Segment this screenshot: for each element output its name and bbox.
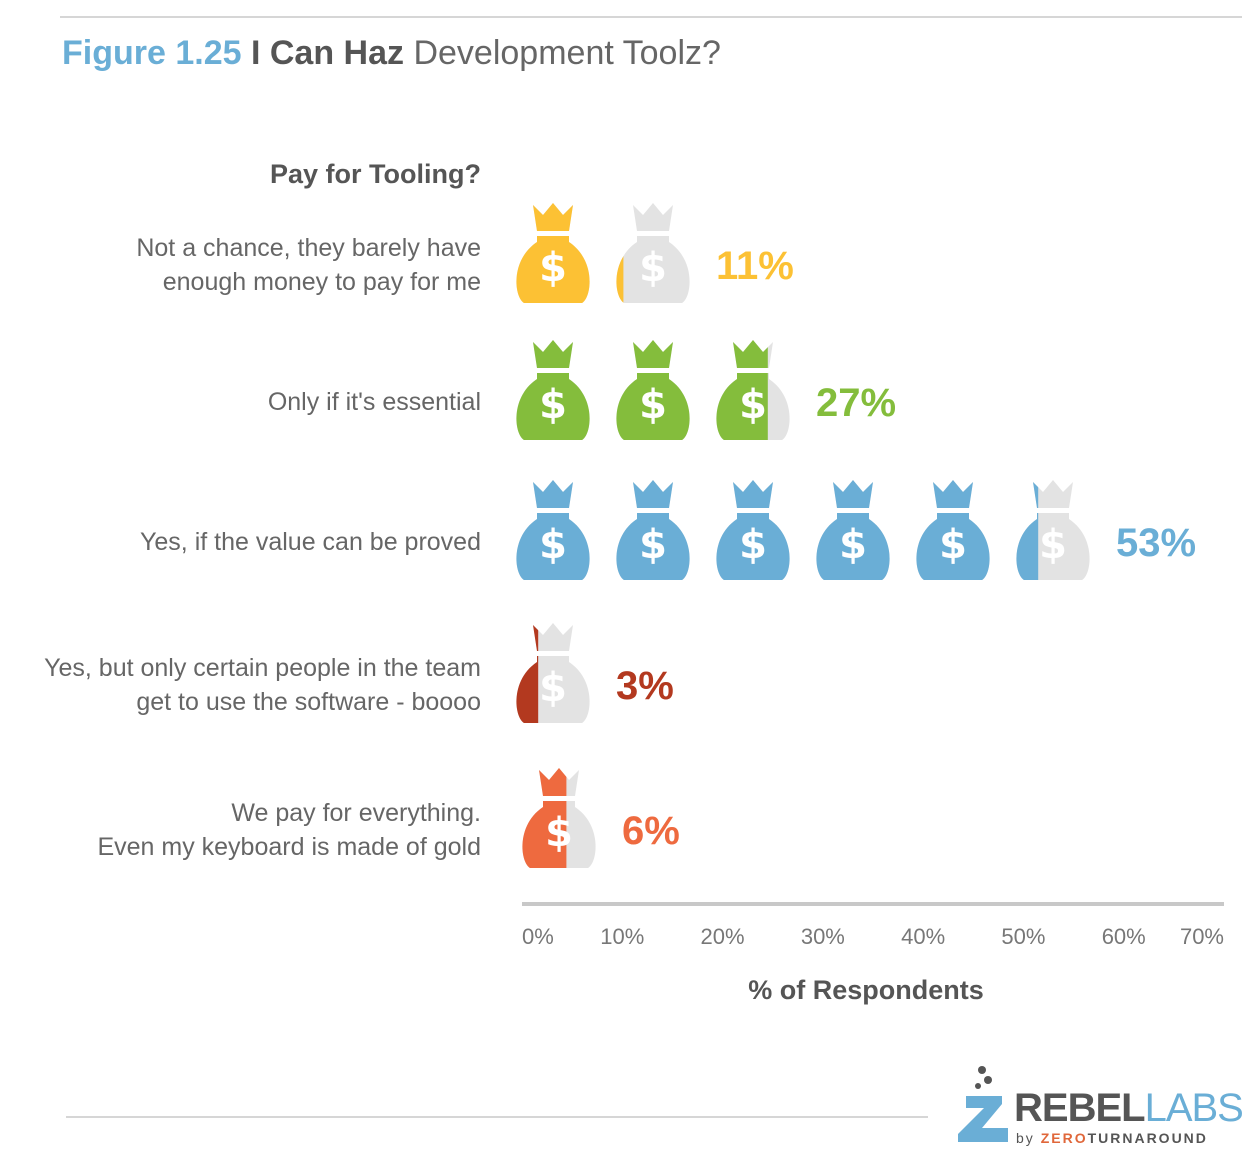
x-tick-label: 60%	[1102, 924, 1146, 949]
logo-zero: ZERO	[1040, 1130, 1088, 1146]
logo-labs: LABS	[1144, 1086, 1244, 1130]
bar-row: We pay for everything. Even my keyboard i…	[97, 768, 680, 868]
money-bag-icon: $	[616, 340, 690, 440]
money-bag-icon: $	[716, 480, 790, 580]
logo-by: by	[1016, 1130, 1035, 1146]
logo-turnaround: TURNAROUND	[1087, 1130, 1208, 1146]
value-label: 27%	[816, 381, 896, 425]
dollar-sign: $	[539, 245, 567, 291]
money-bag-icon: $	[516, 340, 590, 440]
top-divider	[60, 16, 1242, 18]
money-bag-icon: $	[516, 203, 590, 303]
bottom-divider	[66, 1116, 928, 1118]
dollar-sign: $	[539, 522, 567, 568]
category-label: Only if it's essential	[268, 388, 481, 416]
money-bag-icon: $	[516, 480, 590, 580]
bar-row: Yes, but only certain people in the team…	[44, 623, 674, 723]
category-label: Yes, if the value can be proved	[140, 528, 481, 556]
x-axis-line	[522, 902, 1224, 906]
figure-title-light: Development Toolz?	[413, 34, 721, 72]
logo-rebel: REBEL	[1014, 1086, 1146, 1130]
value-label: 53%	[1116, 521, 1196, 565]
rebellabs-logo: REBELLABS by ZEROTURNAROUND	[952, 1064, 1247, 1149]
money-bag-icon: $	[1016, 480, 1090, 580]
money-bag-icon: $	[616, 203, 690, 303]
bar-row: Yes, if the value can be proved $ $ $ $ $ $53%	[140, 480, 1196, 580]
dollar-sign: $	[639, 382, 667, 428]
x-tick-label: 0%	[522, 924, 554, 949]
category-label: Yes, but only certain people in the team	[44, 654, 481, 682]
category-label: Even my keyboard is made of gold	[97, 833, 481, 861]
category-label: enough money to pay for me	[163, 268, 481, 296]
bar-row: Only if it's essential $ $ $27%	[268, 340, 896, 440]
x-axis-title: % of Respondents	[748, 975, 984, 1005]
value-label: 11%	[716, 244, 794, 288]
money-bag-icon: $	[516, 623, 590, 723]
money-bag-icon: $	[522, 768, 596, 868]
category-label: Not a chance, they barely have	[136, 234, 481, 262]
value-label: 6%	[622, 809, 680, 853]
money-bag-icon: $	[616, 480, 690, 580]
x-tick-label: 40%	[901, 924, 945, 949]
dollar-sign: $	[539, 665, 567, 711]
money-bag-icon: $	[916, 480, 990, 580]
dollar-sign: $	[545, 810, 573, 856]
value-label: 3%	[616, 664, 674, 708]
dollar-sign: $	[639, 522, 667, 568]
dollar-sign: $	[739, 522, 767, 568]
category-label: We pay for everything.	[231, 799, 481, 827]
figure-number: Figure 1.25	[62, 34, 242, 72]
money-bag-icon: $	[816, 480, 890, 580]
x-tick-label: 20%	[701, 924, 745, 949]
x-tick-label: 50%	[1001, 924, 1045, 949]
figure-title-bold: I Can Haz	[250, 34, 405, 72]
dollar-sign: $	[1039, 522, 1067, 568]
dollar-sign: $	[739, 382, 767, 428]
chart-title: Pay for Tooling?	[270, 159, 481, 189]
flask-icon	[958, 1066, 1008, 1142]
pictogram-chart: Pay for Tooling? Not a chance, they barel…	[44, 159, 1224, 1005]
money-bag-icon: $	[716, 340, 790, 440]
x-tick-label: 10%	[600, 924, 644, 949]
dollar-sign: $	[839, 522, 867, 568]
logo-wordmark: REBELLABS	[1014, 1086, 1244, 1130]
dollar-sign: $	[639, 245, 667, 291]
figure-title: Figure 1.25 I Can Haz Development Toolz?	[62, 32, 721, 74]
category-label: get to use the software - boooo	[136, 688, 481, 716]
bar-row: Not a chance, they barely have enough mon…	[136, 203, 794, 303]
x-tick-label: 30%	[801, 924, 845, 949]
dollar-sign: $	[539, 382, 567, 428]
x-tick-label: 70%	[1180, 924, 1224, 949]
dollar-sign: $	[939, 522, 967, 568]
logo-tagline: by ZEROTURNAROUND	[1016, 1130, 1208, 1146]
